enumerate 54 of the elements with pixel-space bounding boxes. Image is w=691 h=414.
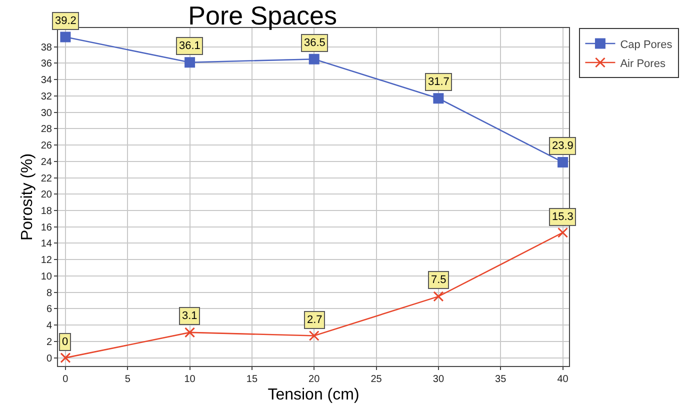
y-tick-label: 38: [40, 42, 52, 54]
point: [433, 291, 444, 302]
y-axis-title: Porosity (%): [18, 153, 36, 241]
point: [184, 57, 196, 68]
point: [558, 227, 568, 238]
y-tick-label: 22: [40, 173, 52, 184]
y-tick-label: 6: [46, 304, 52, 316]
y-tick-label: 16: [40, 222, 52, 234]
x-tick-label: 0: [62, 374, 69, 385]
x-tick-label: 5: [124, 374, 131, 385]
point: [558, 156, 568, 168]
y-tick-label: 2: [46, 336, 52, 348]
x-tick-label: 40: [557, 374, 569, 385]
y-tick-label: 36: [40, 58, 52, 70]
data-label: 2.7: [307, 314, 322, 326]
data-label: 39.2: [55, 15, 76, 27]
data-label: 36.5: [304, 37, 326, 49]
y-tick-label: 32: [40, 91, 52, 102]
point: [308, 330, 320, 341]
x-tick-label: 35: [495, 374, 507, 385]
data-label: 3.1: [182, 310, 198, 322]
x-axis-title: Tension (cm): [268, 386, 360, 404]
data-label: 7.5: [431, 274, 446, 286]
point: [60, 352, 71, 364]
data-label: 15.3: [552, 211, 574, 223]
y-tick-label: 24: [40, 156, 52, 168]
data-label: 0: [62, 336, 68, 348]
x-tick-label: 20: [308, 374, 320, 385]
chart-title: Pore Spaces: [188, 0, 338, 30]
x-tick-label: 30: [432, 374, 444, 385]
y-tick-label: 30: [40, 108, 52, 119]
point: [60, 32, 71, 42]
legend-label: Cap Pores: [620, 38, 673, 51]
y-tick-label: 14: [40, 238, 52, 250]
y-tick-label: 20: [40, 190, 52, 201]
y-tick-label: 12: [40, 255, 52, 266]
y-tick-label: 10: [40, 271, 52, 282]
x-tick-label: 15: [246, 374, 258, 385]
data-label: 36.1: [179, 40, 200, 52]
data-label: 31.7: [428, 76, 450, 88]
y-tick-label: 8: [46, 288, 52, 299]
data-label: 23.9: [552, 140, 574, 152]
y-tick-label: 4: [46, 320, 52, 332]
point: [184, 327, 196, 338]
y-tick-label: 0: [46, 353, 52, 364]
legend-label: Air Pores: [620, 58, 666, 70]
point: [433, 93, 444, 104]
x-tick-label: 25: [370, 374, 382, 385]
y-tick-label: 18: [40, 206, 52, 217]
x-tick-label: 10: [184, 374, 196, 385]
y-tick-label: 28: [40, 124, 52, 136]
y-tick-label: 26: [40, 140, 52, 152]
y-tick-label: 34: [40, 75, 52, 86]
point: [308, 54, 320, 64]
